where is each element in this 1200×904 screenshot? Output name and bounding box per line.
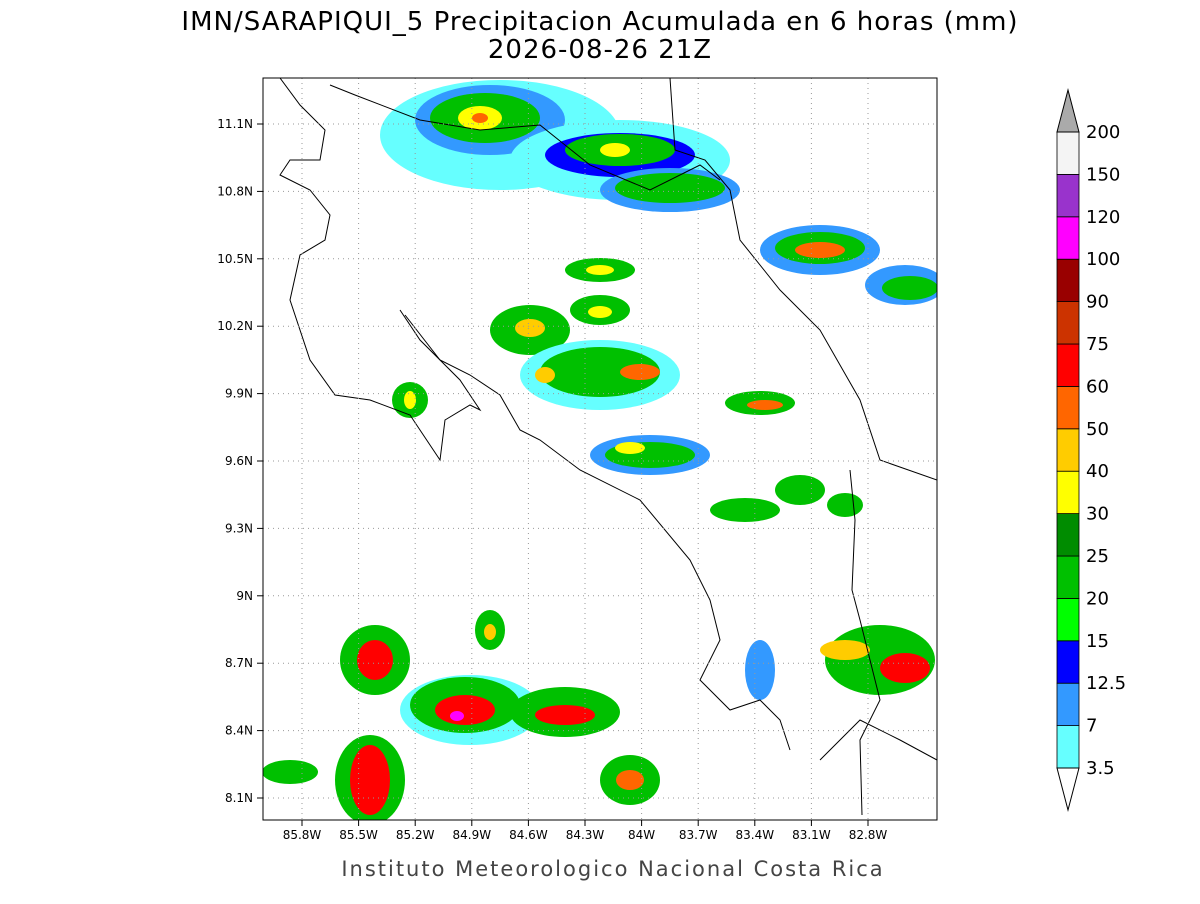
lat-tick-label: 8.1N: [225, 791, 253, 805]
colorbar-segment: [1056, 428, 1080, 472]
colorbar-segment: [1056, 343, 1080, 387]
lat-tick-label: 10.5N: [217, 252, 253, 266]
precip-cells: [263, 80, 937, 820]
footer: Instituto Meteorologico Nacional Costa R…: [341, 857, 884, 881]
colorbar-label: 7: [1086, 716, 1097, 737]
lat-tick-label: 9.9N: [225, 387, 253, 401]
lat-tick-label: 9.6N: [225, 454, 253, 468]
colorbar-over: [1056, 88, 1080, 133]
colorbar-segment: [1056, 301, 1080, 345]
map-frame: [262, 77, 938, 821]
colorbar-segment: [1056, 470, 1080, 515]
precip-field: [263, 80, 937, 820]
colorbar-segment: [1056, 385, 1080, 430]
lat-tick-label: 8.4N: [225, 724, 253, 738]
title: IMN/SARAPIQUI_5 Precipitacion Acumulada …: [181, 7, 1018, 37]
gridlines: 11.1N 10.8N 10.5N 10.2N 9.9N 9.6N 9.3N 9N 8.7N 8.…: [217, 78, 937, 842]
lat-tick-label: 10.2N: [217, 319, 253, 333]
colorbar-label: 12.5: [1086, 673, 1126, 694]
lat-tick-label: 9.3N: [225, 521, 253, 535]
lon-tick-label: 83.7W: [679, 828, 718, 842]
colorbar-label: 200: [1086, 122, 1120, 143]
lon-tick-label: 85.8W: [283, 828, 322, 842]
lon-tick-label: 82.8W: [849, 828, 888, 842]
lat-tick-label: 9N: [236, 589, 253, 603]
colorbar-segment: [1056, 216, 1080, 260]
lon-tick-label: 84.3W: [566, 828, 605, 842]
colorbar-segment: [1056, 173, 1080, 218]
colorbar-segment: [1056, 513, 1080, 557]
lon-tick-label: 84.6W: [509, 828, 548, 842]
colorbar-segment: [1056, 725, 1080, 769]
colorbar-label: 120: [1086, 207, 1120, 228]
colorbar-label: 60: [1086, 376, 1109, 397]
colorbar-segment: [1056, 555, 1080, 599]
lon-tick-label: 83.4W: [736, 828, 775, 842]
lon-tick-label: 83.1W: [792, 828, 831, 842]
colorbar-label: 150: [1086, 164, 1120, 185]
colorbar: 3.5 7 12.5 15 20 25 30 40 50 60 75 90 100 120 150 200: [1056, 88, 1126, 812]
lat-tick-label: 11.1N: [217, 117, 253, 131]
lat-tick-label: 10.8N: [217, 184, 253, 198]
colorbar-label: 50: [1086, 419, 1109, 440]
colorbar-segment: [1056, 258, 1080, 303]
lon-tick-label: 85.2W: [396, 828, 435, 842]
lon-tick-label: 84.9W: [453, 828, 492, 842]
subtitle: 2026-08-26 21Z: [488, 35, 712, 65]
lon-tick-label: 85.5W: [339, 828, 378, 842]
colorbar-label: 3.5: [1086, 758, 1115, 779]
lon-tick-label: 84W: [628, 828, 655, 842]
colorbar-label: 90: [1086, 292, 1109, 313]
colorbar-label: 20: [1086, 588, 1109, 609]
colorbar-segment: [1056, 682, 1080, 727]
colorbar-segment: [1056, 640, 1080, 684]
colorbar-label: 40: [1086, 461, 1109, 482]
lat-tick-label: 8.7N: [225, 656, 253, 670]
colorbar-label: 30: [1086, 504, 1109, 525]
coastlines: [279, 78, 937, 816]
colorbar-segment: [1056, 598, 1080, 642]
colorbar-label: 75: [1086, 334, 1109, 355]
colorbar-label: 15: [1086, 631, 1109, 652]
colorbar-segment: [1056, 131, 1080, 175]
colorbar-under: [1056, 767, 1080, 812]
colorbar-label: 25: [1086, 546, 1109, 567]
colorbar-label: 100: [1086, 249, 1120, 270]
